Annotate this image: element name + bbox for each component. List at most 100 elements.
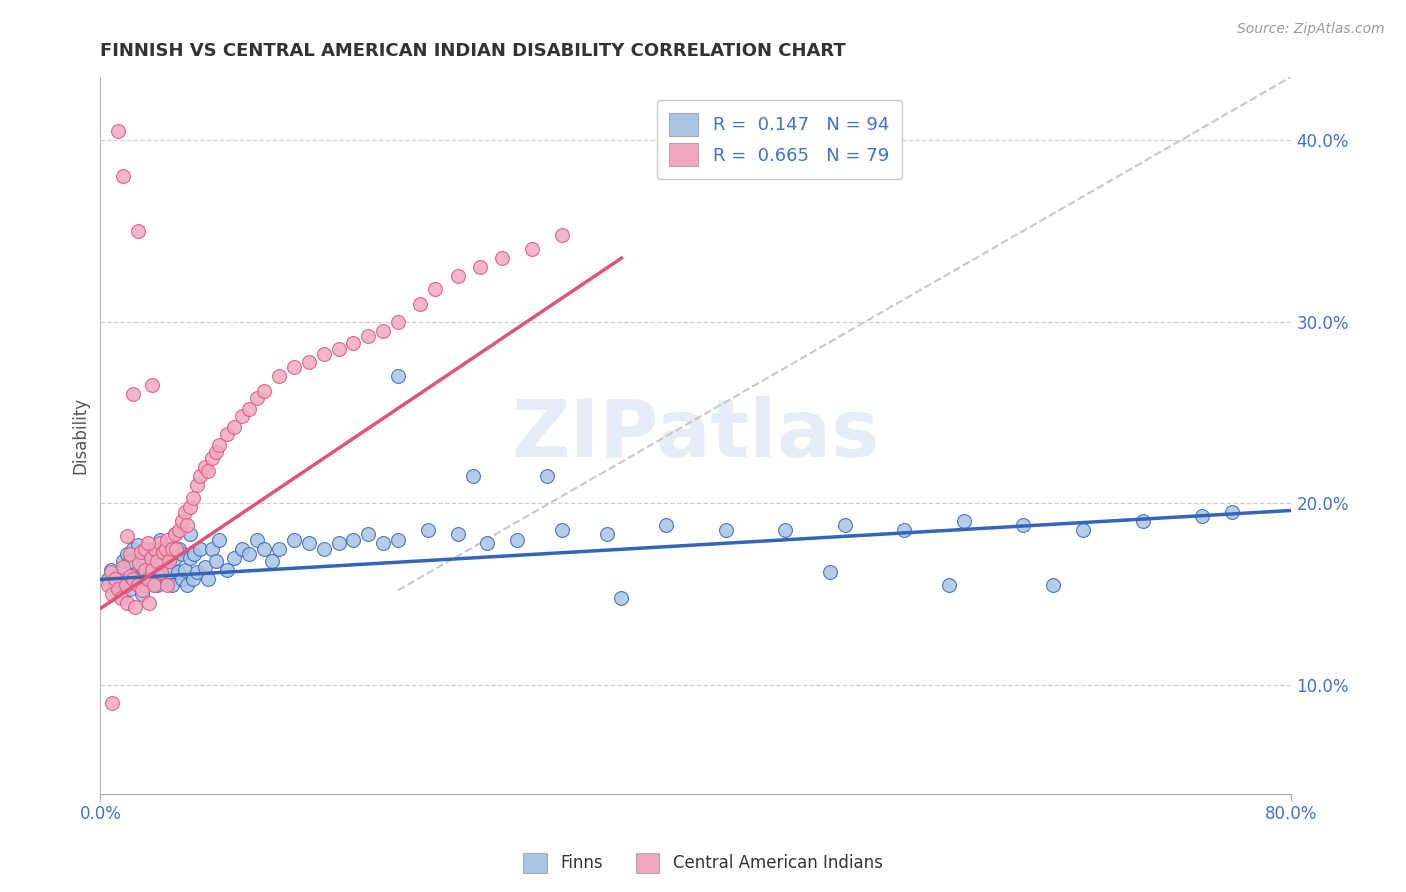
Point bbox=[145, 563, 167, 577]
Point bbox=[127, 224, 149, 238]
Point bbox=[179, 550, 201, 565]
Point bbox=[122, 541, 145, 556]
Point bbox=[387, 369, 409, 384]
Point bbox=[136, 573, 159, 587]
Point bbox=[179, 500, 201, 514]
Point bbox=[141, 541, 163, 556]
Point bbox=[536, 469, 558, 483]
Point bbox=[238, 547, 260, 561]
Point bbox=[111, 169, 134, 184]
Point bbox=[120, 582, 142, 596]
Point bbox=[104, 578, 127, 592]
Point bbox=[328, 342, 350, 356]
Point bbox=[176, 518, 198, 533]
Point bbox=[506, 533, 529, 547]
Point bbox=[357, 329, 380, 343]
Point bbox=[201, 541, 224, 556]
Point bbox=[115, 529, 138, 543]
Point bbox=[238, 401, 260, 416]
Point bbox=[127, 565, 149, 579]
Point bbox=[166, 565, 188, 579]
Point bbox=[938, 578, 960, 592]
Text: ZIPatlas: ZIPatlas bbox=[512, 396, 880, 475]
Point bbox=[183, 547, 205, 561]
Point bbox=[416, 524, 439, 538]
Point bbox=[201, 450, 224, 465]
Point bbox=[138, 596, 160, 610]
Point bbox=[159, 565, 181, 579]
Point bbox=[246, 391, 269, 405]
Point bbox=[136, 573, 159, 587]
Point bbox=[156, 533, 179, 547]
Point bbox=[124, 599, 146, 614]
Y-axis label: Disability: Disability bbox=[72, 397, 89, 474]
Point bbox=[595, 527, 617, 541]
Point bbox=[129, 573, 152, 587]
Point bbox=[208, 438, 231, 452]
Point bbox=[1191, 508, 1213, 523]
Point bbox=[122, 387, 145, 401]
Point bbox=[97, 573, 120, 587]
Point bbox=[186, 565, 208, 579]
Point bbox=[447, 269, 470, 284]
Text: FINNISH VS CENTRAL AMERICAN INDIAN DISABILITY CORRELATION CHART: FINNISH VS CENTRAL AMERICAN INDIAN DISAB… bbox=[100, 42, 846, 60]
Point bbox=[141, 574, 163, 589]
Point bbox=[163, 550, 186, 565]
Point bbox=[150, 565, 173, 579]
Point bbox=[100, 565, 122, 579]
Point bbox=[172, 573, 194, 587]
Point bbox=[387, 533, 409, 547]
Point bbox=[298, 536, 321, 550]
Point bbox=[551, 227, 574, 242]
Point bbox=[115, 596, 138, 610]
Point bbox=[167, 524, 190, 538]
Point bbox=[253, 541, 276, 556]
Point bbox=[131, 583, 153, 598]
Point bbox=[127, 578, 149, 592]
Point bbox=[208, 533, 231, 547]
Point bbox=[447, 527, 470, 541]
Point bbox=[215, 563, 238, 577]
Point bbox=[267, 541, 290, 556]
Point bbox=[127, 538, 149, 552]
Point bbox=[312, 347, 335, 361]
Point bbox=[224, 420, 246, 434]
Point bbox=[373, 324, 395, 338]
Point bbox=[155, 541, 177, 556]
Point bbox=[115, 547, 138, 561]
Point bbox=[122, 569, 145, 583]
Point bbox=[172, 547, 194, 561]
Point bbox=[141, 563, 163, 577]
Point bbox=[342, 533, 364, 547]
Point bbox=[142, 578, 165, 592]
Point bbox=[655, 518, 678, 533]
Point bbox=[149, 533, 172, 547]
Point bbox=[179, 527, 201, 541]
Point bbox=[107, 124, 129, 138]
Point bbox=[477, 536, 499, 550]
Point bbox=[128, 556, 150, 570]
Legend: R =  0.147   N = 94, R =  0.665   N = 79: R = 0.147 N = 94, R = 0.665 N = 79 bbox=[657, 100, 901, 179]
Point bbox=[111, 559, 134, 574]
Point bbox=[312, 541, 335, 556]
Point bbox=[188, 541, 211, 556]
Point bbox=[215, 427, 238, 442]
Point bbox=[253, 384, 276, 398]
Point bbox=[114, 578, 136, 592]
Point bbox=[125, 576, 148, 591]
Point bbox=[138, 563, 160, 577]
Point bbox=[188, 469, 211, 483]
Point bbox=[174, 563, 197, 577]
Point bbox=[1132, 514, 1154, 528]
Point bbox=[153, 547, 176, 561]
Point bbox=[409, 296, 432, 310]
Point bbox=[267, 369, 290, 384]
Point bbox=[134, 563, 156, 577]
Point bbox=[181, 573, 204, 587]
Point bbox=[231, 541, 253, 556]
Point bbox=[101, 696, 124, 710]
Point bbox=[205, 445, 228, 459]
Point bbox=[97, 578, 120, 592]
Text: Source: ZipAtlas.com: Source: ZipAtlas.com bbox=[1237, 22, 1385, 37]
Point bbox=[1220, 505, 1243, 519]
